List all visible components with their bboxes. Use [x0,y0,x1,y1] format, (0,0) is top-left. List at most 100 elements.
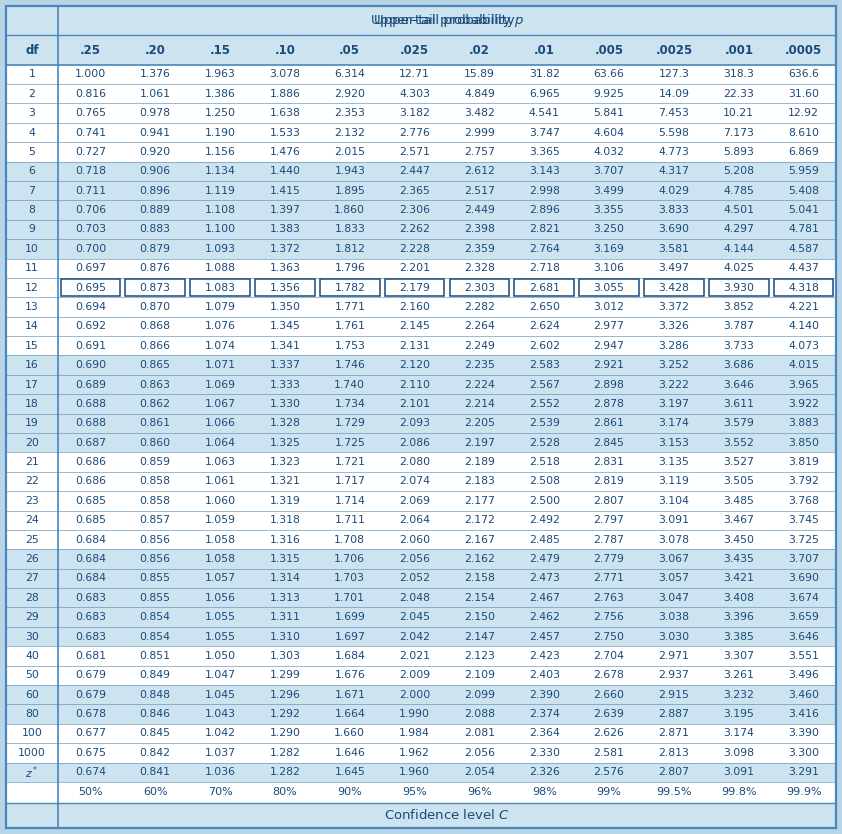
Text: 14.09: 14.09 [658,88,690,98]
Text: 2.971: 2.971 [658,651,690,661]
Text: 1.717: 1.717 [334,476,365,486]
Text: 0.679: 0.679 [75,690,106,700]
Bar [644,279,704,296]
Text: .0005: .0005 [785,43,822,57]
Bar [6,569,836,588]
Text: 2.681: 2.681 [529,283,560,293]
Text: 0.679: 0.679 [75,671,106,681]
Text: 2.183: 2.183 [464,476,495,486]
Text: 2.947: 2.947 [594,341,625,351]
Text: 7: 7 [29,186,35,196]
Text: 11: 11 [25,264,39,274]
Text: 0.686: 0.686 [75,476,106,486]
Text: 3.551: 3.551 [788,651,819,661]
Text: 3.579: 3.579 [723,419,754,429]
Text: 3.421: 3.421 [723,573,754,583]
Text: 2.528: 2.528 [529,438,560,448]
Text: 2.787: 2.787 [594,535,625,545]
Text: 16: 16 [25,360,39,370]
Text: 5: 5 [29,147,35,157]
Text: 1.108: 1.108 [205,205,236,215]
Bar [6,143,836,162]
Text: 1.060: 1.060 [205,496,236,506]
Text: 1.397: 1.397 [269,205,301,215]
Text: 1.055: 1.055 [205,631,236,641]
Text: 0.683: 0.683 [75,593,106,603]
Text: 3.819: 3.819 [788,457,819,467]
Text: 18: 18 [25,399,39,409]
Text: 4.140: 4.140 [788,321,819,331]
Text: 3.852: 3.852 [723,302,754,312]
Text: 2.937: 2.937 [658,671,690,681]
Text: 4.773: 4.773 [658,147,690,157]
Text: 0.855: 0.855 [140,573,171,583]
Text: 0.691: 0.691 [75,341,106,351]
Text: 3.690: 3.690 [788,573,819,583]
Text: 3.460: 3.460 [788,690,819,700]
Bar [61,279,120,296]
Text: 1.796: 1.796 [334,264,365,274]
Text: 1.074: 1.074 [205,341,236,351]
Text: 2.921: 2.921 [594,360,625,370]
Text: 2.015: 2.015 [334,147,365,157]
Text: 27: 27 [25,573,39,583]
Text: 90%: 90% [338,787,362,797]
Text: 2.403: 2.403 [529,671,560,681]
Text: 20: 20 [25,438,39,448]
Text: 2.262: 2.262 [399,224,430,234]
Text: 1.711: 1.711 [334,515,365,525]
Text: 0.689: 0.689 [75,379,106,389]
Text: 2.624: 2.624 [529,321,560,331]
Text: 2.887: 2.887 [658,709,690,719]
Text: 2.500: 2.500 [529,496,560,506]
Text: 3.291: 3.291 [788,767,819,777]
Text: 1.746: 1.746 [334,360,365,370]
Text: 2.508: 2.508 [529,476,560,486]
Text: .02: .02 [469,43,490,57]
Text: 1.345: 1.345 [269,321,301,331]
Text: 0.684: 0.684 [75,535,106,545]
Text: 1.333: 1.333 [269,379,301,389]
Text: 4: 4 [29,128,35,138]
Text: 2.042: 2.042 [399,631,430,641]
Text: 10.21: 10.21 [723,108,754,118]
Text: 2.132: 2.132 [334,128,365,138]
Text: 2.303: 2.303 [464,283,495,293]
Text: 12: 12 [25,283,39,293]
Text: 28: 28 [25,593,39,603]
Text: 1.037: 1.037 [205,748,236,758]
Text: 1.292: 1.292 [269,709,301,719]
Text: 0.883: 0.883 [140,224,171,234]
Text: 2.282: 2.282 [464,302,495,312]
Text: 2.353: 2.353 [334,108,365,118]
Text: 3.674: 3.674 [788,593,819,603]
Text: 3.047: 3.047 [658,593,690,603]
Text: 1.721: 1.721 [334,457,365,467]
Text: 1.303: 1.303 [269,651,301,661]
Text: 0.741: 0.741 [75,128,106,138]
Text: 3.496: 3.496 [788,671,819,681]
Text: 2.000: 2.000 [399,690,430,700]
Text: 636.6: 636.6 [788,69,819,79]
Text: 2.920: 2.920 [334,88,365,98]
Text: 0.703: 0.703 [75,224,106,234]
Text: 1.376: 1.376 [140,69,171,79]
Text: 0.906: 0.906 [140,166,171,176]
Text: 1.645: 1.645 [334,767,365,777]
Text: 3.707: 3.707 [594,166,625,176]
Bar [6,219,836,239]
Text: 7.453: 7.453 [658,108,690,118]
Text: 1.058: 1.058 [205,535,236,545]
Text: 1.071: 1.071 [205,360,236,370]
Text: 4.025: 4.025 [723,264,754,274]
Text: 1.057: 1.057 [205,573,236,583]
Text: 0.858: 0.858 [140,476,171,486]
Text: 3.850: 3.850 [788,438,819,448]
Bar [6,627,836,646]
Text: 1.676: 1.676 [334,671,365,681]
Text: 2.080: 2.080 [399,457,430,467]
Text: 1.699: 1.699 [334,612,365,622]
Text: 1.323: 1.323 [269,457,301,467]
Text: 1.042: 1.042 [205,728,236,738]
Text: 6.314: 6.314 [334,69,365,79]
